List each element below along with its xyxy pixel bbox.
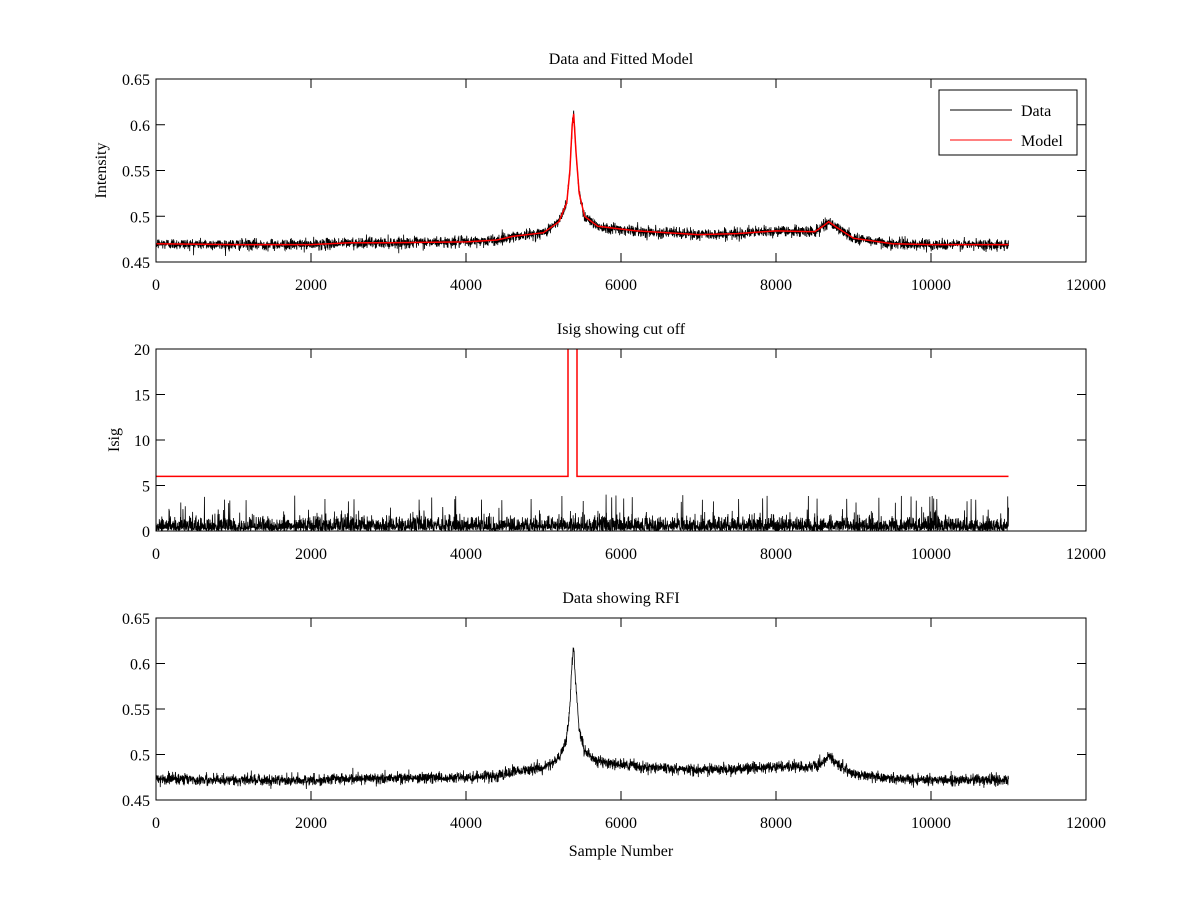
axes-box [155,348,1087,532]
y-tick-label: 0.65 [122,611,150,628]
x-tick-label: 8000 [760,815,792,832]
axes-box [155,617,1087,801]
x-tick-label: 8000 [760,277,792,294]
x-tick-label: 10000 [911,546,951,563]
legend-label-model: Model [1021,133,1063,150]
subplot-3 [155,617,1087,801]
x-tick-label: 10000 [911,815,951,832]
x-tick-label: 4000 [450,815,482,832]
chart-title: Isig showing cut off [557,321,686,338]
x-tick-label: 2000 [295,277,327,294]
x-tick-label: 12000 [1066,815,1106,832]
x-tick-label: 4000 [450,277,482,294]
y-tick-label: 0.45 [122,793,150,810]
y-tick-label: 5 [142,479,150,496]
y-tick-label: 10 [134,433,150,450]
x-tick-label: 0 [152,277,160,294]
x-tick-label: 12000 [1066,277,1106,294]
x-tick-label: 2000 [295,546,327,563]
x-tick-label: 6000 [605,815,637,832]
y-tick-label: 0.55 [122,702,150,719]
y-tick-label: 0 [142,524,150,541]
y-tick-label: 0.5 [130,748,150,765]
x-tick-label: 10000 [911,277,951,294]
x-tick-label: 6000 [605,546,637,563]
x-tick-label: 6000 [605,277,637,294]
x-tick-label: 12000 [1066,546,1106,563]
x-tick-label: 4000 [450,546,482,563]
y-tick-label: 15 [134,388,150,405]
x-tick-label: 0 [152,546,160,563]
series-isig [156,494,1009,531]
y-tick-label: 20 [134,342,150,359]
y-tick-label: 0.55 [122,164,150,181]
y-tick-label: 0.6 [130,657,150,674]
legend-box [938,89,1078,156]
series-cut-off [156,349,1009,478]
subplot-2 [155,348,1087,532]
legend-label-data: Data [1021,103,1051,120]
legend [938,89,1078,156]
series-model [156,113,1009,246]
y-axis-label: Isig [106,428,123,452]
x-tick-label: 8000 [760,546,792,563]
y-tick-label: 0.65 [122,72,150,89]
y-axis-label: Intensity [93,143,110,199]
chart-title: Data showing RFI [562,590,679,607]
x-tick-label: 2000 [295,815,327,832]
x-tick-label: 0 [152,815,160,832]
chart-title: Data and Fitted Model [549,51,694,68]
series-data [156,110,1009,257]
subplot-1 [155,78,1087,263]
series-data [156,647,1009,790]
x-axis-label: Sample Number [569,843,674,860]
y-tick-label: 0.5 [130,209,150,226]
y-tick-label: 0.6 [130,118,150,135]
y-tick-label: 0.45 [122,255,150,272]
